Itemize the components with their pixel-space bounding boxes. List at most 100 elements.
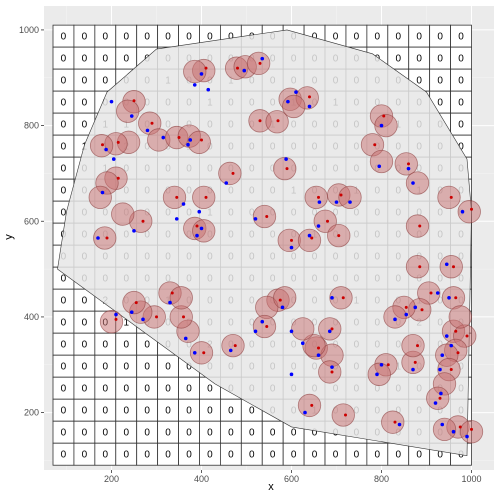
blue-point: [129, 114, 134, 118]
red-point: [308, 95, 311, 99]
grid-cell-count: 0: [82, 340, 88, 351]
y-axis-title: y: [3, 234, 15, 240]
buffer-circle: [189, 341, 214, 365]
blue-point: [145, 128, 150, 133]
grid-cell-count: 0: [61, 406, 67, 417]
grid-cell-count: 0: [458, 32, 464, 43]
red-point: [233, 344, 237, 348]
red-point: [141, 219, 145, 223]
red-point: [105, 236, 109, 240]
grid-cell-count: 0: [123, 54, 129, 65]
buffer-circle: [304, 185, 328, 209]
grid-cell-count: 0: [186, 384, 192, 395]
grid-cell-count: 0: [186, 406, 192, 417]
red-point: [150, 121, 154, 125]
grid-cell-count: 0: [103, 340, 109, 351]
grid-cell-count: 0: [165, 384, 171, 395]
red-point: [290, 238, 293, 242]
grid-cell-count: 0: [375, 450, 381, 461]
buffer-circle: [439, 255, 463, 279]
grid-cell-count: 0: [249, 428, 255, 439]
red-point: [458, 425, 462, 429]
buffer-circle: [318, 317, 342, 341]
blue-point: [449, 343, 454, 348]
grid-cell-count: 0: [354, 450, 360, 461]
buffer-circle: [405, 171, 430, 195]
grid-cell-count: 0: [333, 450, 339, 461]
grid-cell-count: 0: [61, 340, 67, 351]
red-point: [330, 327, 334, 331]
buffer-circle: [383, 305, 407, 329]
grid-cell-count: 0: [103, 384, 109, 395]
red-point: [337, 234, 341, 238]
red-point: [170, 291, 174, 295]
grid-cell-count: 0: [458, 450, 464, 461]
blue-point: [161, 135, 166, 140]
blue-point: [439, 391, 443, 396]
x-tick-label: 600: [284, 474, 299, 484]
red-point: [285, 167, 289, 171]
grid-cell-count: 0: [123, 406, 129, 417]
buffer-circle: [437, 185, 461, 209]
blue-point: [397, 422, 402, 427]
buffer-circle: [122, 290, 146, 315]
red-point: [407, 162, 410, 166]
blue-point: [440, 353, 445, 357]
buffer-circle: [367, 362, 391, 386]
red-point: [386, 363, 390, 367]
red-point: [470, 427, 473, 431]
buffer-circle: [111, 202, 135, 226]
buffer-circle: [221, 333, 245, 358]
grid-cell-count: 0: [82, 120, 88, 131]
grid-cell-count: 0: [103, 362, 109, 373]
grid-cell-count: 0: [144, 340, 150, 351]
grid-cell-count: 0: [61, 186, 67, 197]
buffer-layer: [88, 51, 484, 444]
red-point: [101, 143, 104, 147]
red-point: [454, 296, 458, 300]
blue-point: [181, 202, 186, 206]
grid-cell-count: 0: [61, 32, 67, 43]
blue-point: [447, 295, 451, 300]
grid-cell-count: 0: [207, 428, 213, 439]
buffer-circle: [273, 286, 297, 310]
blue-point: [224, 181, 229, 185]
grid-cell-count: 0: [165, 362, 171, 373]
grid-cell-count: 0: [103, 32, 109, 43]
blue-point: [284, 157, 288, 161]
grid-cell-count: 0: [123, 428, 129, 439]
grid-cell-count: 0: [82, 428, 88, 439]
blue-point: [316, 353, 321, 357]
grid-cell-count: 0: [123, 384, 129, 395]
blue-point: [444, 262, 449, 267]
grid-cell-count: 0: [395, 450, 401, 461]
blue-point: [111, 157, 116, 161]
blue-point: [433, 401, 438, 405]
blue-point: [303, 410, 307, 415]
x-tick-label: 1000: [461, 474, 481, 484]
red-point: [317, 195, 320, 199]
grid-cell-count: 0: [144, 32, 150, 43]
red-point: [413, 360, 417, 364]
red-point: [155, 315, 158, 319]
x-axis-title: x: [268, 481, 274, 493]
red-point: [404, 305, 408, 309]
grid-cell-count: 0: [61, 450, 67, 461]
blue-point: [96, 236, 100, 240]
blue-points-layer: [96, 56, 469, 439]
blue-point: [260, 319, 265, 324]
blue-point: [289, 329, 294, 334]
blue-point: [260, 56, 265, 61]
blue-point: [199, 72, 204, 76]
buffer-circle: [426, 386, 450, 410]
buffer-circle: [169, 286, 193, 310]
grid-cell-count: 0: [61, 384, 67, 395]
grid-cell-count: 0: [186, 32, 192, 43]
y-axis-ticks: 200 400 600 800 1000: [19, 25, 44, 418]
grid-cell-count: 0: [61, 362, 67, 373]
blue-point: [327, 329, 332, 334]
blue-point: [289, 372, 294, 377]
blue-point: [206, 87, 211, 92]
red-point: [449, 195, 453, 199]
